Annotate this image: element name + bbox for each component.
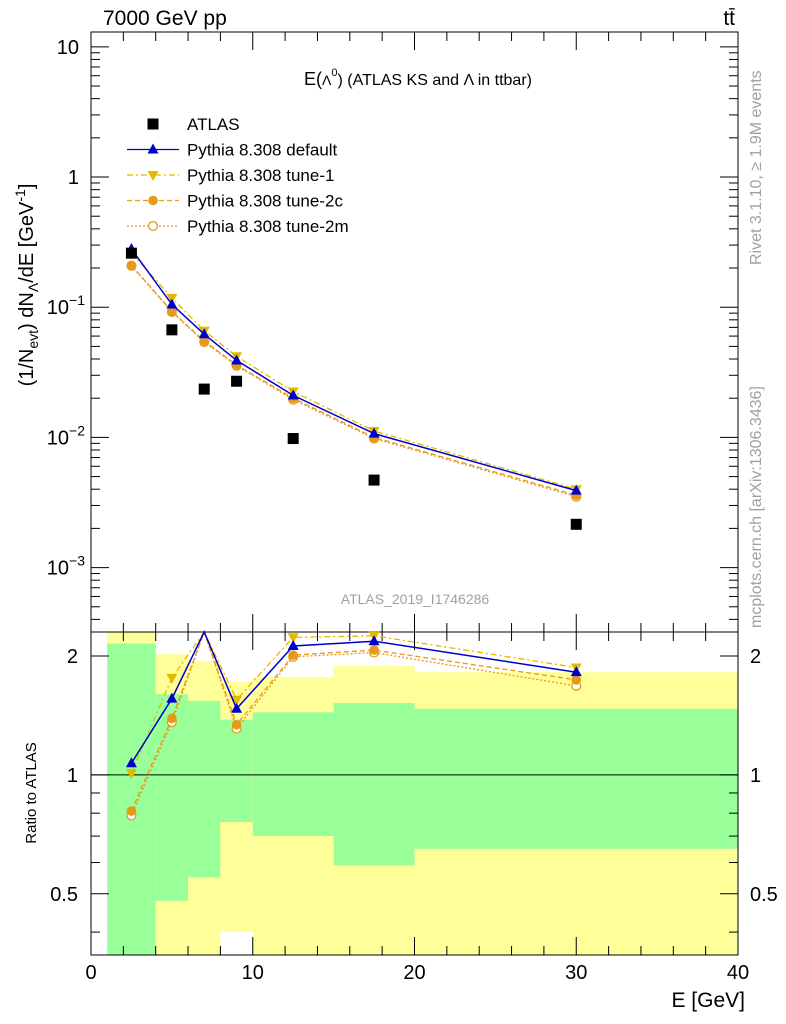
header-right: tt̄	[723, 7, 735, 30]
series-point	[368, 427, 380, 438]
atlas-data-point	[166, 324, 178, 336]
legend-label: Pythia 8.308 default	[187, 141, 338, 160]
main-axis-ticks: 10 1 10−1 10−2 10−3	[47, 37, 738, 620]
y-axis-label: (1/Nevt) dNΛ/dE [GeV-1]	[12, 184, 41, 387]
x-tick-label: 30	[565, 962, 587, 984]
data-points-layer	[125, 247, 582, 530]
ratio-point	[288, 650, 298, 660]
ratio-point	[125, 769, 137, 780]
ratio-point	[166, 692, 178, 703]
y-tick-label: 10−3	[47, 553, 85, 580]
legend: ATLAS Pythia 8.308 default Pythia 8.308 tu…	[127, 115, 349, 236]
ratio-tick-label-left: 1	[67, 765, 78, 787]
ratio-tick-label-right: 1	[750, 765, 761, 787]
atlas-data-point	[231, 375, 243, 387]
ratio-point	[287, 639, 299, 650]
green-band	[333, 703, 415, 866]
ratio-uncertainty-bands	[91, 632, 738, 955]
header-left: 7000 GeV pp	[103, 7, 227, 30]
ratio-point	[571, 675, 582, 685]
mcplots-label: mcplots.cern.ch [arXiv:1306.3436]	[748, 386, 765, 628]
green-band	[220, 719, 253, 822]
green-band	[107, 643, 156, 955]
ratio-tick-label-right: 0.5	[750, 884, 778, 906]
ratio-point	[287, 633, 299, 644]
atlas-data-point	[287, 433, 299, 445]
x-tick-label: 20	[403, 962, 425, 984]
main-series-layer	[125, 242, 582, 502]
ratio-point	[126, 806, 137, 816]
legend-label: Pythia 8.308 tune-2c	[187, 192, 343, 211]
analysis-id: ATLAS_2019_I1746286	[341, 591, 490, 607]
x-tick-label: 0	[85, 962, 96, 984]
series-point	[199, 336, 210, 346]
series-line	[130, 264, 577, 496]
ratio-point	[368, 635, 380, 646]
ratio-point	[166, 673, 178, 684]
x-tick-label: 10	[242, 962, 264, 984]
green-band	[414, 708, 738, 849]
ratio-y-axis-label: Ratio to ATLAS	[23, 742, 40, 843]
legend-marker	[147, 220, 159, 232]
series-point	[570, 484, 582, 495]
green-band	[252, 712, 334, 837]
legend-label: Pythia 8.308 tune-2m	[187, 217, 349, 236]
green-band	[188, 700, 221, 878]
series-line	[130, 252, 577, 490]
ratio-axis-ticks: 0.5 0.5 1 1 2 2	[50, 646, 778, 933]
y-tick-label: 10−2	[47, 422, 85, 449]
legend-label: ATLAS	[187, 115, 240, 134]
y-tick-label: 1	[68, 167, 79, 189]
ratio-tick-label-left: 0.5	[50, 884, 78, 906]
rivet-label: Rivet 3.1.10, ≥ 1.9M events	[748, 70, 765, 265]
series-line	[130, 265, 577, 498]
y-tick-label: 10−1	[47, 292, 85, 319]
x-axis-label: E [GeV]	[671, 989, 745, 1012]
ratio-point	[125, 757, 137, 768]
x-tick-label: 40	[727, 962, 749, 984]
ratio-tick-label-right: 2	[750, 646, 761, 668]
legend-marker	[148, 195, 158, 206]
series-point	[126, 260, 137, 271]
atlas-data-point	[125, 247, 137, 259]
green-band	[155, 694, 189, 901]
y-tick-label: 10	[57, 37, 79, 59]
legend-marker	[147, 118, 159, 130]
series-point	[231, 354, 243, 365]
atlas-data-point	[198, 383, 210, 395]
ratio-point	[231, 702, 243, 713]
legend-marker	[147, 171, 159, 181]
legend-marker	[147, 143, 159, 154]
chart-title: E(Λ0) (ATLAS KS and Λ in ttbar)	[304, 67, 532, 89]
ratio-point	[167, 713, 177, 724]
ratio-series-layer	[125, 630, 582, 821]
ratio-point	[231, 695, 243, 706]
ratio-point	[570, 666, 582, 677]
ratio-point	[369, 645, 379, 655]
ratio-point	[231, 719, 242, 730]
series-point	[287, 389, 299, 400]
atlas-data-point	[368, 474, 380, 486]
ratio-tick-label-left: 2	[67, 646, 78, 668]
x-axis-ticks: 0 10 20 30 40	[85, 32, 749, 984]
series-point	[167, 306, 177, 317]
series-point	[166, 298, 178, 309]
series-line	[130, 248, 577, 492]
series-point	[198, 328, 210, 339]
atlas-data-point	[570, 518, 582, 530]
legend-label: Pythia 8.308 tune-1	[187, 166, 334, 185]
